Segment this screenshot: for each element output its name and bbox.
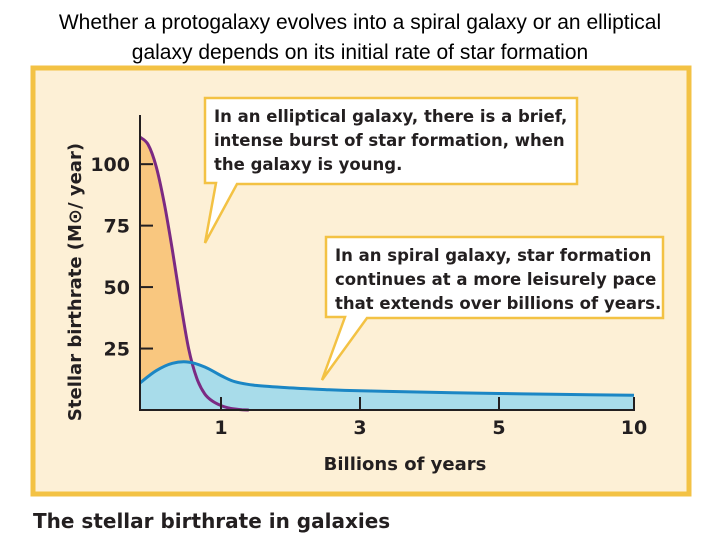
y-tick-label: 25: [104, 339, 130, 361]
spiral-area: [140, 361, 634, 410]
elliptical-area: [140, 137, 249, 410]
chart-caption: The stellar birthrate in galaxies: [33, 509, 390, 533]
slide-title-line-1: Whether a protogalaxy evolves into a spi…: [58, 11, 662, 34]
y-tick-label: 100: [90, 154, 130, 176]
elliptical-annotation: In an elliptical galaxy, there is a brie…: [203, 96, 579, 244]
callout-text-line: that extends over billions of years.: [335, 294, 661, 313]
y-tick-label: 75: [104, 216, 130, 238]
callout-box: [203, 96, 579, 244]
callout-text-line: the galaxy is young.: [214, 155, 402, 174]
callout-text-line: In an elliptical galaxy, there is a brie…: [214, 107, 567, 126]
callout-text-line: In an spiral galaxy, star formation: [335, 246, 651, 265]
x-tick-label: 5: [492, 417, 505, 439]
y-tick-label: 50: [104, 277, 130, 299]
callout-text-line: continues at a more leisurely pace: [335, 270, 656, 289]
x-axis-label: Billions of years: [324, 454, 487, 475]
elliptical-line: [138, 135, 249, 412]
slide-title: Whether a protogalaxy evolves into a spi…: [0, 8, 720, 68]
y-axis-label: Stellar birthrate (M⊙/ year): [65, 143, 86, 421]
spiral-line: [139, 360, 635, 397]
x-tick-label: 1: [214, 417, 227, 439]
callout-text-line: intense burst of star formation, when: [214, 131, 565, 150]
spiral-annotation: In an spiral galaxy, star formation conti…: [320, 235, 665, 381]
x-tick-label: 10: [621, 417, 647, 439]
x-tick-label: 3: [353, 417, 366, 439]
callout-box: [320, 235, 665, 381]
slide-title-line-2: galaxy depends on its initial rate of st…: [131, 41, 589, 64]
